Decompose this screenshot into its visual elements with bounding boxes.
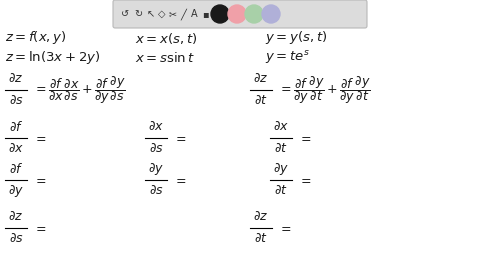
Text: A: A bbox=[191, 9, 197, 19]
Text: $=$: $=$ bbox=[298, 173, 312, 187]
Text: $=$: $=$ bbox=[33, 132, 47, 144]
Text: ↺: ↺ bbox=[121, 9, 129, 19]
Text: $\partial y$: $\partial y$ bbox=[8, 183, 24, 199]
Circle shape bbox=[228, 5, 246, 23]
Circle shape bbox=[211, 5, 229, 23]
Text: $\partial s$: $\partial s$ bbox=[149, 142, 163, 156]
Text: $=$: $=$ bbox=[33, 173, 47, 187]
Text: $=$: $=$ bbox=[33, 222, 47, 235]
Text: $=$: $=$ bbox=[173, 132, 187, 144]
Text: $=$: $=$ bbox=[298, 132, 312, 144]
Text: $\partial s$: $\partial s$ bbox=[9, 94, 24, 108]
Text: $y = te^s$: $y = te^s$ bbox=[265, 50, 310, 67]
Text: ╱: ╱ bbox=[180, 8, 186, 20]
Text: ✂: ✂ bbox=[169, 9, 177, 19]
Text: $x = x(s,t)$: $x = x(s,t)$ bbox=[135, 30, 197, 45]
Text: $\partial s$: $\partial s$ bbox=[149, 184, 163, 198]
Text: $x = s\sin t$: $x = s\sin t$ bbox=[135, 51, 195, 65]
Text: ↻: ↻ bbox=[134, 9, 142, 19]
Text: $\partial x$: $\partial x$ bbox=[148, 120, 164, 133]
Circle shape bbox=[245, 5, 263, 23]
Text: $\partial t$: $\partial t$ bbox=[254, 94, 268, 108]
Text: $z = \ln(3x+2y)$: $z = \ln(3x+2y)$ bbox=[5, 50, 100, 67]
Text: $\partial y$: $\partial y$ bbox=[148, 161, 164, 177]
Text: $\partial f$: $\partial f$ bbox=[9, 120, 23, 134]
Text: $y = y(s,t)$: $y = y(s,t)$ bbox=[265, 29, 327, 46]
Text: $\partial y$: $\partial y$ bbox=[273, 161, 289, 177]
Text: $\partial t$: $\partial t$ bbox=[274, 184, 288, 198]
Text: $= \dfrac{\partial f}{\partial x}\dfrac{\partial x}{\partial s} + \dfrac{\partia: $= \dfrac{\partial f}{\partial x}\dfrac{… bbox=[33, 74, 126, 106]
Text: $z = f(x,y)$: $z = f(x,y)$ bbox=[5, 29, 67, 46]
Text: $= \dfrac{\partial f}{\partial y}\dfrac{\partial y}{\partial t} + \dfrac{\partia: $= \dfrac{\partial f}{\partial y}\dfrac{… bbox=[278, 74, 371, 106]
Text: $\partial s$: $\partial s$ bbox=[9, 232, 24, 246]
FancyBboxPatch shape bbox=[113, 0, 367, 28]
Text: $\partial x$: $\partial x$ bbox=[8, 142, 24, 156]
Text: $\partial t$: $\partial t$ bbox=[254, 232, 268, 246]
Text: ◇: ◇ bbox=[158, 9, 166, 19]
Text: $\partial f$: $\partial f$ bbox=[9, 162, 23, 176]
Text: $\partial x$: $\partial x$ bbox=[273, 120, 289, 133]
Text: $\partial t$: $\partial t$ bbox=[274, 142, 288, 156]
Circle shape bbox=[262, 5, 280, 23]
Text: $\partial z$: $\partial z$ bbox=[253, 211, 269, 223]
Text: $=$: $=$ bbox=[173, 173, 187, 187]
Text: ▪: ▪ bbox=[202, 9, 208, 19]
Text: $\partial z$: $\partial z$ bbox=[8, 72, 24, 85]
Text: $=$: $=$ bbox=[278, 222, 292, 235]
Text: $\partial z$: $\partial z$ bbox=[8, 211, 24, 223]
Text: $\partial z$: $\partial z$ bbox=[253, 72, 269, 85]
Text: ↖: ↖ bbox=[147, 9, 155, 19]
